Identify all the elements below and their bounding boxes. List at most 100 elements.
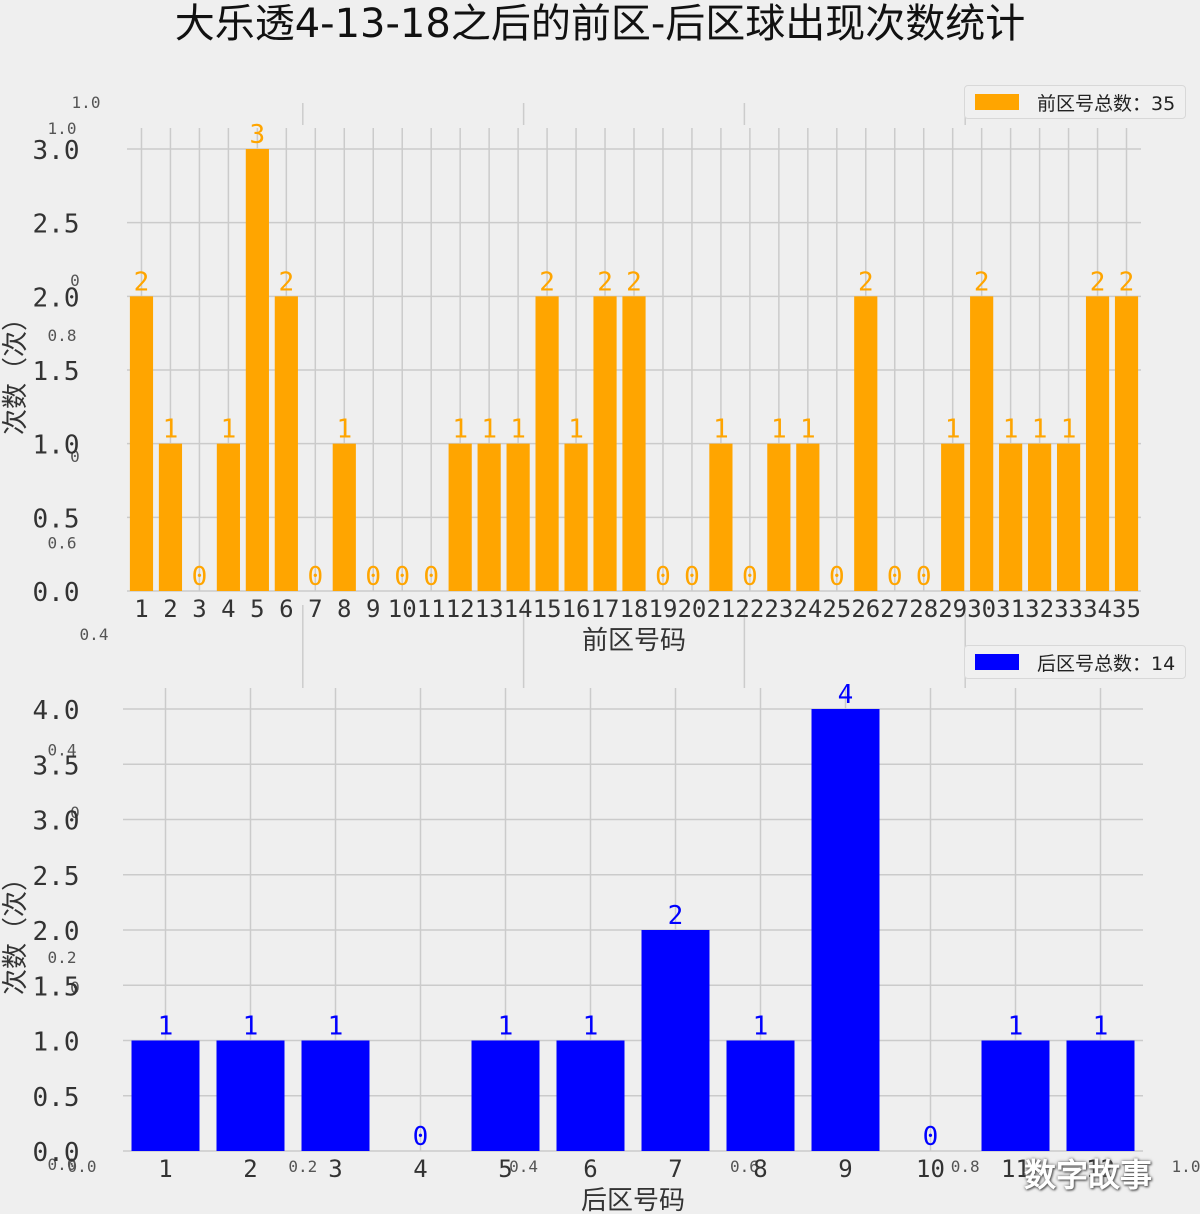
ytick-label: 2.0 — [33, 283, 80, 313]
xtick-label-6: 6 — [583, 1155, 597, 1183]
xtick-label-19: 19 — [649, 595, 678, 623]
ytick-label: 0.0 — [33, 578, 80, 608]
ytick-label: 3.0 — [33, 807, 80, 837]
data-label-18: 2 — [626, 267, 642, 297]
data-label-6: 1 — [583, 1012, 599, 1042]
data-label-8: 1 — [753, 1012, 769, 1042]
watermark: 数字故事 — [1024, 1156, 1153, 1194]
bar-33 — [1056, 443, 1081, 591]
bar-8 — [726, 1040, 795, 1151]
data-label-3: 1 — [328, 1012, 344, 1042]
bar-13 — [477, 443, 501, 591]
xtick-label-1: 1 — [134, 595, 148, 623]
ytick-label: 4.0 — [33, 696, 80, 726]
xtick-label-34: 34 — [1083, 595, 1112, 623]
y-axis-label: 次数（次） — [1, 865, 31, 995]
data-label-10: 0 — [394, 562, 410, 592]
back-legend: 后区号总数：14 — [964, 645, 1187, 679]
bar-5 — [471, 1040, 540, 1151]
data-label-22: 0 — [742, 562, 758, 592]
data-label-7: 0 — [307, 562, 323, 592]
data-label-5: 1 — [498, 1012, 514, 1042]
data-label-10: 0 — [923, 1122, 939, 1152]
data-label-8: 1 — [336, 415, 352, 445]
data-label-4: 0 — [413, 1122, 429, 1152]
background-xtick-label: 0.2 — [288, 1157, 317, 1176]
data-label-26: 2 — [858, 267, 874, 297]
xtick-label-23: 23 — [764, 595, 793, 623]
xtick-label-35: 35 — [1112, 595, 1141, 623]
back-legend-label: 后区号总数：14 — [1037, 652, 1176, 675]
ytick-label: 1.0 — [33, 1028, 80, 1058]
data-label-33: 1 — [1061, 415, 1077, 445]
bar-14 — [506, 443, 530, 591]
ytick-label: 0.5 — [33, 1083, 80, 1113]
bar-6 — [556, 1040, 625, 1151]
bar-1 — [131, 1040, 200, 1151]
xtick-label-9: 9 — [838, 1155, 852, 1183]
xtick-label-5: 5 — [250, 595, 264, 623]
bar-35 — [1114, 296, 1139, 591]
data-label-3: 0 — [192, 562, 208, 592]
xtick-label-4: 4 — [221, 595, 235, 623]
data-label-30: 2 — [974, 267, 990, 297]
xtick-label-12: 12 — [446, 595, 475, 623]
data-label-16: 1 — [568, 415, 584, 445]
data-label-9: 0 — [365, 562, 381, 592]
background-ytick-label: 1.0 — [72, 93, 101, 112]
background-xtick-label: 1.0 — [1172, 1157, 1200, 1176]
xtick-label-22: 22 — [735, 595, 764, 623]
bar-16 — [564, 443, 588, 591]
front-legend: 前区号总数：35 — [964, 85, 1187, 119]
xtick-label-4: 4 — [413, 1155, 427, 1183]
data-label-5: 3 — [250, 120, 266, 150]
background-ytick-label: 0.8 — [48, 326, 77, 345]
ytick-label: 0.5 — [33, 504, 80, 534]
xtick-label-3: 3 — [328, 1155, 342, 1183]
data-label-11: 0 — [423, 562, 439, 592]
data-label-14: 1 — [510, 415, 526, 445]
xtick-label-10: 10 — [388, 595, 417, 623]
ytick-label: 1.0 — [33, 431, 80, 461]
bar-12 — [448, 443, 472, 591]
ytick-label: 1.5 — [33, 972, 80, 1002]
data-label-28: 0 — [916, 562, 932, 592]
xtick-label-2: 2 — [163, 595, 177, 623]
bar-9 — [811, 709, 880, 1151]
bar-8 — [332, 443, 356, 591]
ytick-label: 3.5 — [33, 751, 80, 781]
bar-12 — [1066, 1040, 1135, 1151]
bar-24 — [796, 443, 820, 591]
background-stray-label: 0 — [70, 978, 80, 997]
data-label-11: 1 — [1008, 1012, 1024, 1042]
bar-34 — [1085, 296, 1110, 591]
background-ytick-label: 0.6 — [48, 533, 77, 552]
bar-3 — [301, 1040, 370, 1151]
bar-1 — [129, 296, 154, 591]
data-label-12: 1 — [452, 415, 468, 445]
data-label-29: 1 — [945, 415, 961, 445]
data-label-25: 0 — [829, 562, 845, 592]
background-xtick-label: 0.0 — [68, 1157, 97, 1176]
x-axis-label: 前区号码 — [582, 626, 686, 656]
front-zone-chart: 0.00.51.01.52.02.53.02112031435260718090… — [1, 120, 1141, 656]
xtick-label-6: 6 — [279, 595, 293, 623]
bar-4 — [216, 443, 240, 591]
background-xtick-label: 0.8 — [951, 1157, 980, 1176]
xtick-label-28: 28 — [909, 595, 938, 623]
xtick-label-16: 16 — [562, 595, 591, 623]
data-label-19: 0 — [655, 562, 671, 592]
bar-21 — [709, 443, 733, 591]
bar-26 — [854, 296, 878, 591]
xtick-label-31: 31 — [996, 595, 1025, 623]
ytick-label: 2.5 — [33, 862, 80, 892]
bar-15 — [535, 296, 559, 591]
data-label-34: 2 — [1090, 267, 1106, 297]
x-axis-label: 后区号码 — [581, 1186, 685, 1214]
data-label-17: 2 — [597, 267, 613, 297]
data-label-4: 1 — [221, 415, 237, 445]
bar-11 — [981, 1040, 1050, 1151]
xtick-label-5: 5 — [498, 1155, 512, 1183]
xtick-label-12: 12 — [1086, 1155, 1115, 1183]
